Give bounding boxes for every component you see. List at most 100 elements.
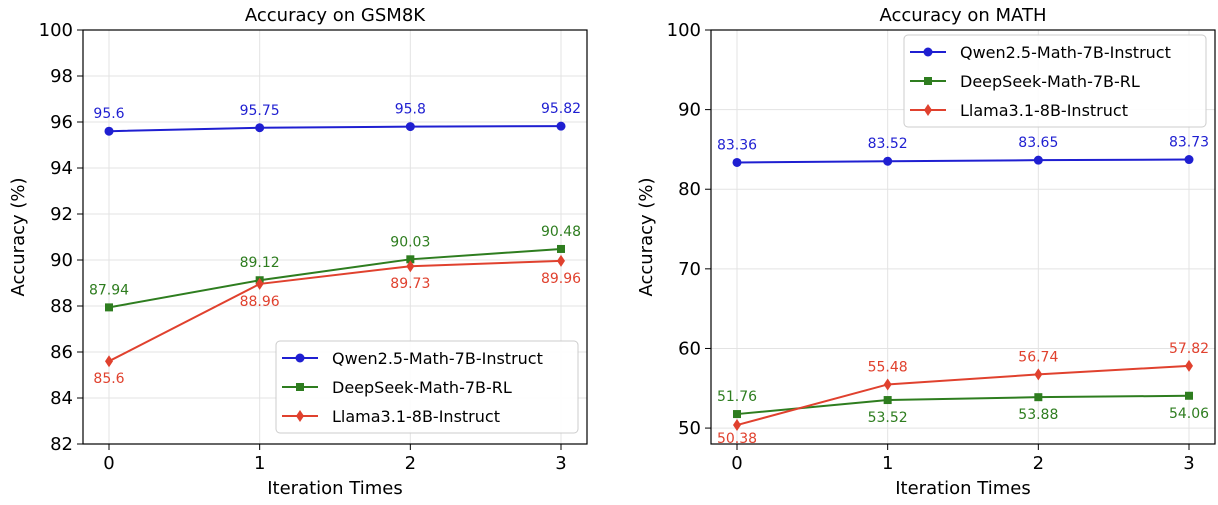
x-tick-label: 0: [103, 453, 114, 474]
data-label: 55.48: [868, 359, 908, 375]
y-tick-label: 50: [678, 418, 701, 439]
x-axis-label: Iteration Times: [895, 478, 1031, 499]
chart-math: Accuracy on MATH Iteration Times Accurac…: [636, 5, 1216, 499]
data-point: [732, 157, 742, 167]
legend-marker-qwen: [295, 353, 305, 363]
data-label: 90.48: [541, 224, 581, 240]
data-label: 88.96: [240, 294, 280, 310]
data-point: [883, 156, 893, 166]
series-qwen: 83.36 83.52 83.65 83.73: [717, 135, 1209, 167]
y-tick-label: 84: [50, 388, 73, 409]
x-tick-label: 1: [882, 453, 893, 474]
data-label: 83.52: [868, 136, 908, 152]
y-axis-label: Accuracy (%): [636, 177, 657, 296]
legend-label-qwen: Qwen2.5-Math-7B-Instruct: [332, 349, 543, 368]
series-deepseek: 87.94 89.12 90.03 90.48: [89, 224, 581, 312]
data-label: 57.82: [1169, 341, 1209, 357]
y-tick-label: 70: [678, 259, 701, 280]
data-label: 95.82: [541, 101, 581, 117]
legend-entry-qwen: Qwen2.5-Math-7B-Instruct: [910, 43, 1171, 62]
legend: Qwen2.5-Math-7B-Instruct DeepSeek-Math-7…: [903, 34, 1207, 128]
x-tick-label: 2: [1033, 453, 1044, 474]
series-line: [736, 394, 1190, 416]
data-label: 85.6: [93, 371, 124, 387]
data-point: [1034, 393, 1043, 402]
plot-area-frame: [710, 29, 1216, 445]
series-llama: 50.38 55.48 56.74 57.82: [717, 341, 1209, 447]
y-tick-label: 88: [50, 296, 73, 317]
data-point: [406, 255, 415, 264]
y-tick-label: 94: [50, 158, 73, 179]
data-label: 53.88: [1018, 407, 1058, 423]
data-label: 90.03: [390, 234, 430, 250]
data-point: [883, 378, 892, 391]
x-axis-label: Iteration Times: [267, 478, 403, 499]
data-point: [1185, 359, 1193, 372]
data-point: [557, 244, 565, 253]
data-point: [1034, 368, 1043, 381]
data-point: [255, 277, 264, 290]
data-point: [105, 355, 113, 368]
legend-marker-llama: [924, 104, 932, 116]
data-point: [105, 303, 113, 312]
legend-entry-deepseek: DeepSeek-Math-7B-RL: [282, 378, 512, 397]
y-axis-label: Accuracy (%): [8, 177, 29, 296]
x-tick-label: 2: [405, 453, 416, 474]
data-point: [557, 254, 565, 267]
legend-frame: [275, 340, 579, 434]
data-label: 89.73: [390, 276, 430, 292]
data-point: [405, 122, 415, 132]
series-qwen: 95.6 95.75 95.8 95.82: [93, 101, 581, 136]
y-tick-label: 82: [50, 434, 73, 455]
y-tick-label: 100: [667, 20, 701, 41]
data-point: [556, 121, 566, 131]
y-tick-label: 98: [50, 66, 73, 87]
legend-label-llama: Llama3.1-8B-Instruct: [960, 101, 1128, 120]
data-label: 95.8: [395, 102, 426, 118]
x-tick-label: 0: [731, 453, 742, 474]
data-label: 53.52: [868, 410, 908, 426]
data-label: 95.6: [93, 106, 124, 122]
series-llama: 85.6 88.96 89.73 89.96: [93, 254, 581, 387]
legend-label-qwen: Qwen2.5-Math-7B-Instruct: [960, 43, 1171, 62]
y-tick-label: 80: [678, 179, 701, 200]
y-tick-label: 90: [50, 250, 73, 271]
series-line: [736, 158, 1190, 164]
data-label: 83.73: [1169, 135, 1209, 151]
data-label: 54.06: [1169, 406, 1209, 422]
legend-entry-qwen: Qwen2.5-Math-7B-Instruct: [282, 349, 543, 368]
data-label: 83.36: [717, 137, 757, 153]
legend: Qwen2.5-Math-7B-Instruct DeepSeek-Math-7…: [275, 340, 579, 434]
data-point: [255, 123, 265, 133]
data-label: 87.94: [89, 282, 129, 298]
chart-title: Accuracy on MATH: [879, 5, 1046, 26]
plot-area-frame: [82, 29, 588, 445]
data-point: [1184, 155, 1194, 165]
series-deepseek: 51.76 53.52 53.88 54.06: [717, 389, 1209, 426]
data-label: 95.75: [240, 103, 280, 119]
x-tick-label: 3: [1183, 453, 1194, 474]
legend-marker-deepseek: [296, 383, 304, 391]
series-line: [736, 364, 1190, 427]
chart-gsm8k: Accuracy on GSM8K Iteration Times Accura…: [8, 5, 588, 499]
y-tick-label: 92: [50, 204, 73, 225]
x-tick-label: 1: [254, 453, 265, 474]
data-label: 83.65: [1018, 135, 1058, 151]
series-line: [108, 247, 562, 309]
data-label: 50.38: [717, 431, 757, 447]
legend-label-deepseek: DeepSeek-Math-7B-RL: [332, 378, 512, 397]
y-tick-label: 100: [39, 20, 73, 41]
data-point: [1033, 155, 1043, 165]
data-label: 56.74: [1018, 349, 1058, 365]
y-tick-label: 90: [678, 100, 701, 121]
x-tick-label: 3: [555, 453, 566, 474]
series-line: [108, 125, 562, 133]
data-point: [104, 126, 114, 136]
legend-entry-llama: Llama3.1-8B-Instruct: [282, 407, 500, 426]
legend-marker-deepseek: [924, 77, 932, 85]
data-point: [733, 410, 741, 419]
data-label: 89.96: [541, 271, 581, 287]
data-label: 89.12: [240, 255, 280, 271]
data-label: 51.76: [717, 389, 757, 405]
